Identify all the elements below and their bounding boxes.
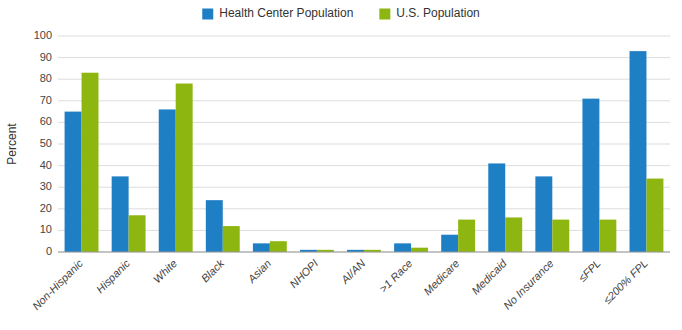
legend-label: U.S. Population — [396, 6, 479, 20]
grid-line — [58, 36, 670, 37]
grid-line — [58, 144, 670, 145]
y-tick-label: 0 — [46, 245, 52, 257]
bar — [112, 176, 129, 252]
grid-line — [58, 165, 670, 166]
x-tick-label: Medicare — [421, 257, 461, 297]
legend: Health Center Population U.S. Population — [202, 6, 479, 20]
y-tick-label: 40 — [40, 159, 52, 171]
grid-line — [58, 100, 670, 101]
x-tick-label: AI/AN — [338, 257, 368, 287]
x-tick-label: ≤FPL — [576, 257, 603, 284]
y-tick-label: 20 — [40, 202, 52, 214]
bar — [441, 235, 458, 252]
bar — [223, 226, 240, 252]
bar — [82, 73, 99, 252]
bar — [630, 51, 647, 252]
grid-line — [58, 252, 670, 253]
chart: 0 10 20 30 40 50 60 70 80 90 100 Percent Non-Hispani… — [0, 0, 682, 330]
y-tick-label: 60 — [40, 115, 52, 127]
x-tick-label: Black — [199, 257, 227, 285]
bar — [65, 112, 82, 252]
y-tick-label: 50 — [40, 137, 52, 149]
grid-line — [58, 122, 670, 123]
grid-line — [58, 230, 670, 231]
bar — [505, 217, 522, 252]
bar — [552, 220, 569, 252]
y-tick-label: 70 — [40, 94, 52, 106]
x-tick-label: No Insurance — [501, 257, 556, 312]
bar — [646, 179, 663, 252]
y-tick-label: 90 — [40, 51, 52, 63]
grid-line — [58, 187, 670, 188]
y-tick-label: 10 — [40, 223, 52, 235]
x-tick-label: ≤200% FPL — [601, 257, 650, 306]
y-tick-label: 80 — [40, 72, 52, 84]
x-tick-label: Asian — [245, 257, 274, 286]
grid-line — [58, 208, 670, 209]
legend-swatch — [202, 9, 213, 20]
x-axis-line — [58, 252, 670, 253]
x-tick-label: Non-Hispanic — [30, 257, 86, 313]
x-tick-label: >1 Race — [377, 257, 415, 295]
bar — [159, 109, 176, 252]
x-tick-label: Hispanic — [94, 257, 133, 296]
y-axis-label: Percent — [5, 123, 19, 165]
bar — [129, 215, 146, 252]
y-tick-label: 30 — [40, 180, 52, 192]
bar — [582, 99, 599, 252]
legend-swatch — [379, 9, 390, 20]
x-tick-label: NHOPI — [287, 257, 320, 290]
bar — [176, 84, 193, 252]
bar — [411, 248, 428, 252]
x-tick-label: Medicaid — [469, 256, 509, 296]
bar — [394, 243, 411, 252]
grid-line — [58, 79, 670, 80]
y-tick-label: 100 — [34, 29, 52, 41]
legend-label: Health Center Population — [219, 6, 353, 20]
bar — [458, 220, 475, 252]
bar — [488, 163, 505, 252]
bar — [535, 176, 552, 252]
grid-line — [58, 57, 670, 58]
bar — [599, 220, 616, 252]
bars — [65, 51, 664, 252]
x-tick-label: White — [151, 257, 179, 285]
bar — [206, 200, 223, 252]
bar — [270, 241, 287, 252]
bar — [253, 243, 270, 252]
